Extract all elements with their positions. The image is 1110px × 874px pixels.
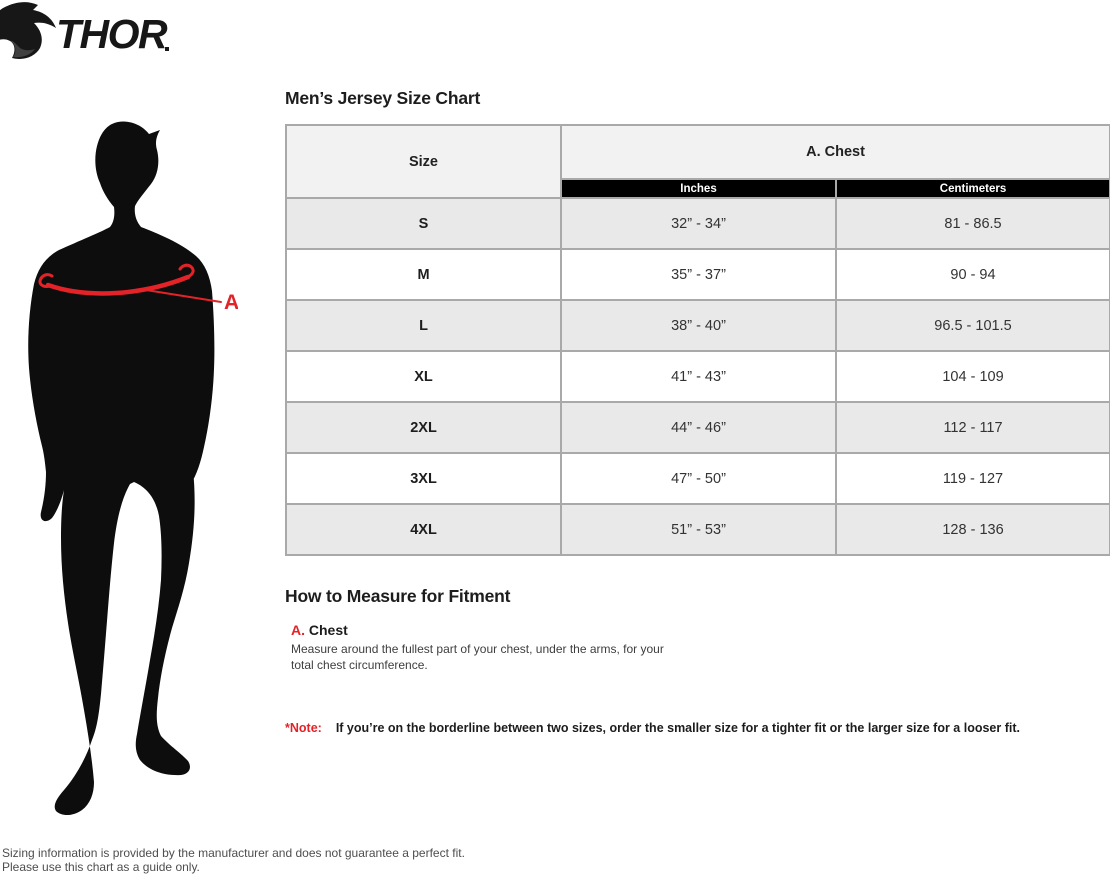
size-cell: 3XL — [285, 452, 562, 505]
size-chart-section: Size A. Chest Inches Centimeters S 32” -… — [285, 124, 1110, 556]
table-row: 2XL 44” - 46” 112 - 117 — [285, 401, 1110, 454]
size-chart-table: Size A. Chest Inches Centimeters S 32” -… — [285, 124, 1110, 556]
centimeters-cell: 128 - 136 — [834, 503, 1110, 556]
disclaimer-line-2: Please use this chart as a guide only. — [2, 860, 200, 874]
body-silhouette — [28, 121, 215, 816]
inches-cell: 47” - 50” — [560, 452, 837, 505]
inches-cell: 38” - 40” — [560, 299, 837, 352]
measure-name: Chest — [308, 622, 348, 638]
howto-section-title: How to Measure for Fitment — [285, 586, 511, 606]
table-row: 4XL 51” - 53” 128 - 136 — [285, 503, 1110, 556]
column-header-inches: Inches — [560, 178, 837, 199]
trademark-dot — [165, 47, 169, 51]
inches-cell: 35” - 37” — [560, 248, 837, 301]
measure-chest-description: Measure around the fullest part of your … — [291, 642, 664, 672]
size-cell: L — [285, 299, 562, 352]
inches-cell: 41” - 43” — [560, 350, 837, 403]
chest-marker-label: A — [224, 291, 238, 314]
measure-chest-label: A. Chest — [291, 622, 666, 638]
size-cell: M — [285, 248, 562, 301]
centimeters-cell: 90 - 94 — [834, 248, 1110, 301]
brand-wordmark: THOR — [56, 11, 168, 57]
table-row: L 38” - 40” 96.5 - 101.5 — [285, 299, 1110, 352]
chest-measure-arrow — [38, 263, 222, 303]
table-row: XL 41” - 43” 104 - 109 — [285, 350, 1110, 403]
size-cell: S — [285, 197, 562, 250]
disclaimer-line-1: Sizing information is provided by the ma… — [2, 846, 465, 860]
table-row: M 35” - 37” 90 - 94 — [285, 248, 1110, 301]
note-prefix: *Note: — [285, 721, 322, 735]
size-cell: 4XL — [285, 503, 562, 556]
column-header-centimeters: Centimeters — [834, 178, 1110, 199]
centimeters-cell: 112 - 117 — [834, 401, 1110, 454]
centimeters-cell: 119 - 127 — [834, 452, 1110, 505]
measure-letter: A. — [291, 622, 305, 638]
sizing-disclaimer: Sizing information is provided by the ma… — [2, 846, 465, 874]
table-row: S 32” - 34” 81 - 86.5 — [285, 197, 1110, 250]
centimeters-cell: 104 - 109 — [834, 350, 1110, 403]
inches-cell: 32” - 34” — [560, 197, 837, 250]
column-header-size: Size — [285, 124, 562, 199]
size-cell: XL — [285, 350, 562, 403]
column-header-chest: A. Chest — [559, 124, 1110, 180]
size-cell: 2XL — [285, 401, 562, 454]
thor-logo: THOR — [0, 2, 170, 59]
centimeters-cell: 81 - 86.5 — [834, 197, 1110, 250]
note-text: If you’re on the borderline between two … — [335, 721, 1020, 735]
sizing-note: *Note: If you’re on the borderline betwee… — [285, 721, 1020, 735]
page-title: Men’s Jersey Size Chart — [285, 88, 481, 108]
inches-cell: 51” - 53” — [560, 503, 837, 556]
measure-chest-block: A. Chest Measure around the fullest part… — [291, 622, 666, 673]
thor-goat-head-icon — [0, 2, 56, 59]
inches-cell: 44” - 46” — [560, 401, 837, 454]
centimeters-cell: 96.5 - 101.5 — [834, 299, 1110, 352]
male-silhouette-figure: A — [28, 121, 238, 816]
table-row: 3XL 47” - 50” 119 - 127 — [285, 452, 1110, 505]
